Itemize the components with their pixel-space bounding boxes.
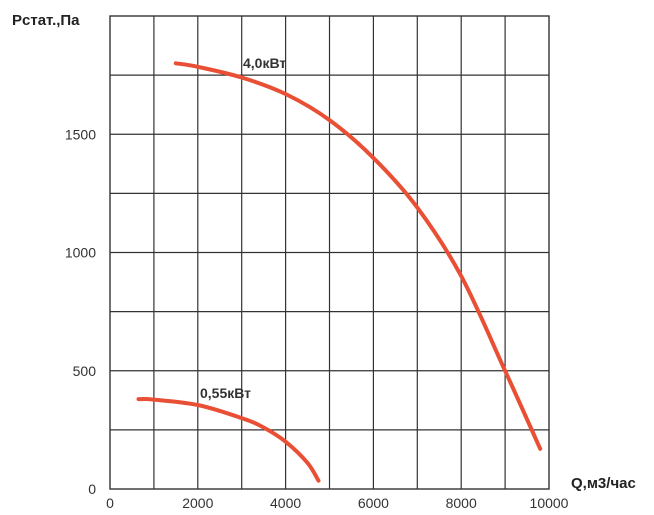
series-labels: 4,0кВт 0,55кВт bbox=[200, 55, 286, 401]
x-tick-label: 6000 bbox=[358, 495, 389, 511]
x-tick-label: 8000 bbox=[446, 495, 477, 511]
x-tick-label: 4000 bbox=[270, 495, 301, 511]
plot-border bbox=[109, 15, 550, 490]
y-tick-label: 1000 bbox=[65, 245, 96, 261]
y-tick-label: 1500 bbox=[65, 126, 96, 142]
x-axis-label: Q,м3/час bbox=[571, 475, 636, 492]
x-tick-label: 2000 bbox=[182, 495, 213, 511]
y-tick-labels: 0 500 1000 1500 bbox=[65, 126, 96, 497]
series-label: 0,55кВт bbox=[200, 385, 251, 401]
grid bbox=[110, 16, 549, 489]
y-tick-label: 500 bbox=[73, 363, 97, 379]
y-axis-label: Рстат.,Па bbox=[12, 12, 80, 29]
series-lines bbox=[136, 61, 543, 483]
x-tick-label: 10000 bbox=[530, 495, 569, 511]
series-line bbox=[136, 397, 321, 483]
x-tick-labels: 0 2000 4000 6000 8000 10000 bbox=[106, 495, 569, 511]
series-line bbox=[173, 61, 543, 451]
x-tick-label: 0 bbox=[106, 495, 114, 511]
series-label: 4,0кВт bbox=[243, 55, 286, 71]
y-tick-label: 0 bbox=[88, 481, 96, 497]
plot-frame bbox=[109, 15, 550, 490]
